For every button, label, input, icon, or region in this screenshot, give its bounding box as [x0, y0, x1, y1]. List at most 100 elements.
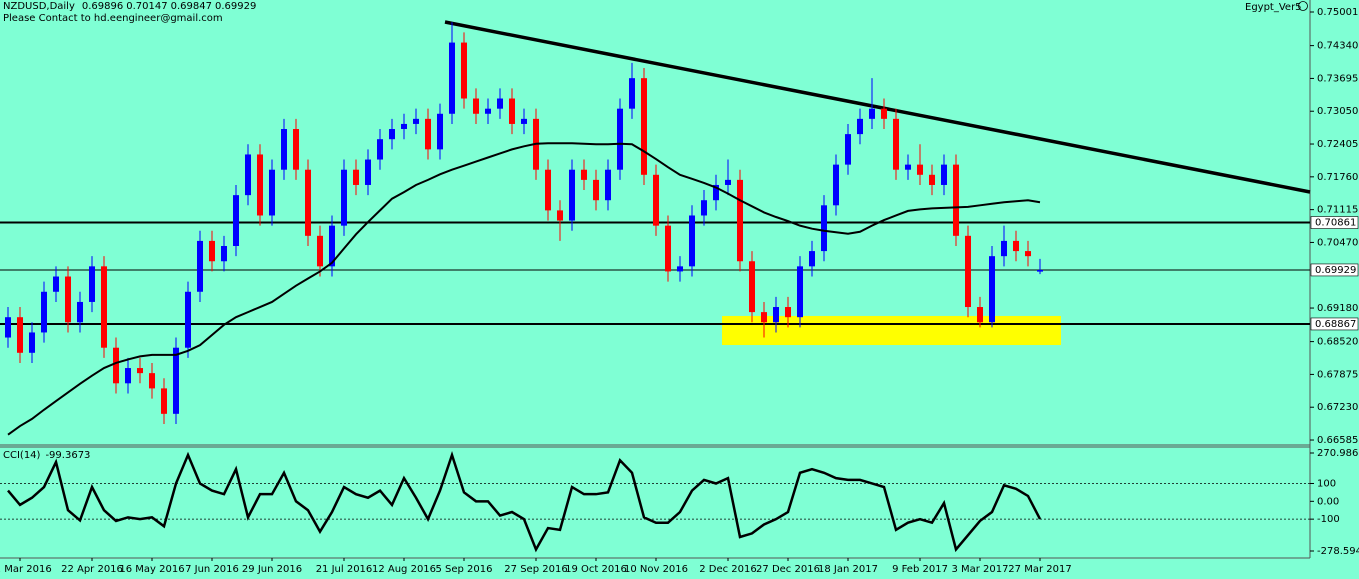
candle-body [521, 118, 527, 124]
candle-body [425, 118, 431, 150]
candle-body [845, 134, 851, 165]
y-tick-label: 0.66585 [1317, 435, 1358, 446]
candle-body [929, 174, 935, 185]
moving-average [7, 142, 1041, 436]
cci-line [7, 450, 1042, 553]
candle-body [617, 108, 623, 170]
candle-body [353, 169, 359, 185]
y-tick-label: 0.72405 [1317, 139, 1358, 150]
x-tick-label: 18 Jan 2017 [818, 564, 878, 575]
candle-body [449, 42, 455, 114]
header: NZDUSD,Daily 0.69896 0.70147 0.69847 0.69929 [3, 1, 256, 12]
candle-body [689, 215, 695, 267]
y-tick-label: 0.73050 [1317, 106, 1358, 117]
x-tick-label: 9 Feb 2017 [892, 564, 948, 575]
candle-body [29, 332, 35, 353]
open-value: 0.69896 [82, 1, 123, 12]
candle-body [281, 129, 287, 170]
candle-body [497, 98, 503, 109]
candle-body [665, 225, 671, 272]
candle-body [293, 129, 299, 170]
candle-body [749, 261, 755, 313]
close-value: 0.69929 [215, 1, 256, 12]
candle-body [509, 98, 515, 124]
candle-body [365, 159, 371, 185]
candle-body [173, 347, 179, 414]
y-tick-label: 0.75001 [1317, 7, 1358, 18]
level-label: 0.69929 [1315, 265, 1356, 276]
subtitle: Please Contact to hd.eengineer@gmail.com [3, 13, 223, 24]
candle-body [305, 169, 311, 236]
candle-body [869, 108, 875, 119]
candle-body [1025, 251, 1031, 257]
candle-body [209, 240, 215, 262]
candle-body [77, 301, 83, 323]
x-tick-label: 19 Oct 2016 [565, 564, 627, 575]
y-tick-label: 0.70470 [1317, 237, 1358, 248]
x-tick-label: 31 Mar 2016 [0, 564, 52, 575]
candle-body [809, 251, 815, 267]
x-tick-label: 5 Sep 2016 [435, 564, 492, 575]
candle-body [713, 184, 719, 201]
cci-y-tick-label: 0.00 [1317, 496, 1339, 507]
indicator-name: Egypt_Ver5 [1245, 2, 1302, 13]
candle-body [653, 174, 659, 226]
level-label-box [1310, 317, 1359, 331]
candle-body [149, 373, 155, 389]
candle-body [341, 169, 347, 226]
high-value: 0.70147 [126, 1, 167, 12]
level-label-box [1310, 263, 1359, 277]
y-tick-label: 0.67875 [1317, 369, 1358, 380]
candle-body [953, 164, 959, 236]
candle-body [197, 240, 203, 292]
candle-body [41, 291, 47, 333]
level-label: 0.70861 [1315, 218, 1356, 229]
candle-body [125, 368, 131, 384]
cci-y-tick-label: -100 [1317, 514, 1340, 525]
candle-body [1001, 240, 1007, 257]
candle-body [53, 276, 59, 292]
cci-y-tick-label: -278.5941 [1317, 546, 1359, 557]
candle-body [977, 307, 983, 323]
candle-body [101, 266, 107, 348]
candle-body [245, 154, 251, 196]
candle-body [389, 129, 395, 140]
candle-body [401, 123, 407, 130]
level-label: 0.68867 [1315, 319, 1356, 330]
candle-body [89, 266, 95, 302]
candle-body [269, 169, 275, 216]
candle-body [65, 276, 71, 323]
candle-body [593, 179, 599, 201]
x-tick-label: 22 Apr 2016 [61, 564, 123, 575]
candle-body [329, 225, 335, 267]
candle-body [185, 291, 191, 348]
symbol: NZDUSD,Daily [3, 1, 75, 12]
x-tick-label: 27 Mar 2017 [1008, 564, 1071, 575]
x-tick-label: 16 May 2016 [119, 564, 184, 575]
candle-body [1013, 240, 1019, 252]
support-zone [722, 315, 1061, 346]
trendline [444, 20, 1311, 194]
candle-body [473, 98, 479, 114]
y-tick-label: 0.73695 [1317, 73, 1358, 84]
candle-body [257, 154, 263, 216]
candle-body [17, 317, 23, 353]
cci-title: CCI(14) [3, 450, 41, 461]
cci-header: CCI(14) -99.3673 [3, 450, 90, 461]
candle-body [941, 164, 947, 185]
y-tick-label: 0.74340 [1317, 41, 1358, 52]
candle-body [221, 245, 227, 262]
y-tick-label: 0.68520 [1317, 337, 1358, 348]
candle-body [701, 200, 707, 216]
candle-body [737, 179, 743, 262]
candle-body [413, 118, 419, 124]
y-tick-label: 0.69180 [1317, 303, 1358, 314]
candle-body [641, 78, 647, 175]
plot: 0.75001 0.74340 0.73695 0.73050 0.72405 0.717… [0, 7, 1359, 575]
x-tick-label: 27 Dec 2016 [756, 564, 820, 575]
candle-body [137, 368, 143, 374]
candle-body [317, 235, 323, 267]
